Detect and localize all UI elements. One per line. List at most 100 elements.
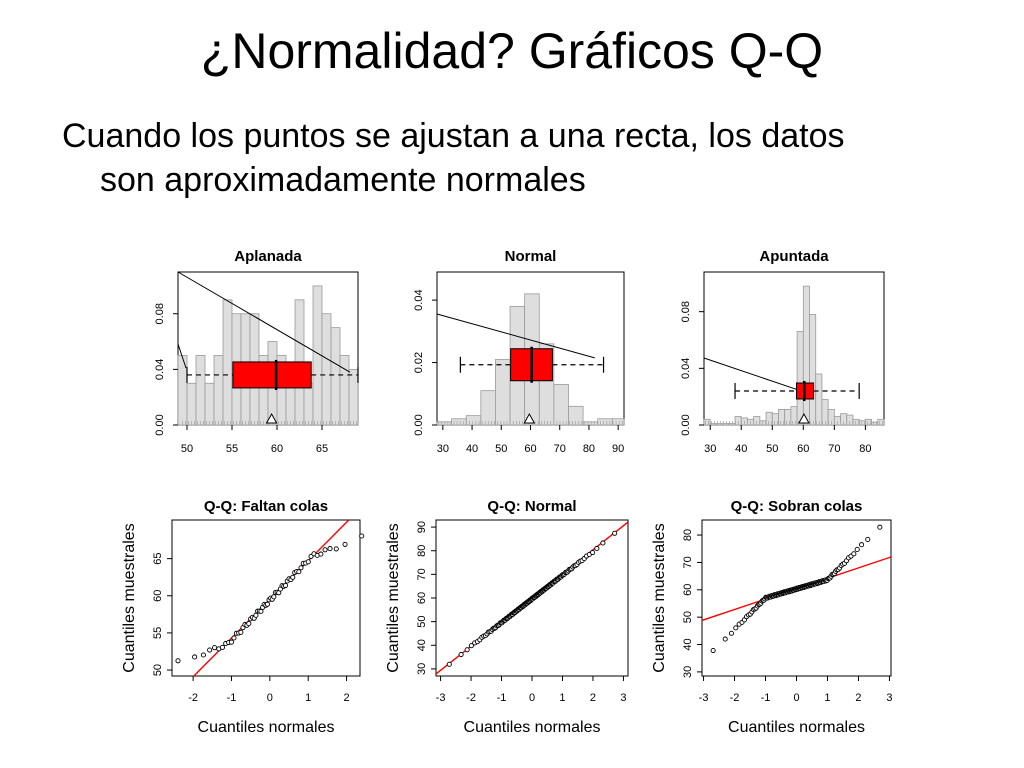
qq-point bbox=[733, 625, 739, 631]
qq-point bbox=[359, 533, 365, 539]
y-tick-label: 0.02 bbox=[413, 352, 425, 373]
qq-point bbox=[458, 651, 464, 658]
y-tick-label: 60 bbox=[152, 590, 164, 602]
mean-marker bbox=[523, 412, 536, 424]
histogram-bar bbox=[213, 355, 224, 426]
x-tick-label: 50 bbox=[495, 443, 507, 455]
x-tick-label: 80 bbox=[583, 443, 595, 455]
histogram-bar bbox=[877, 418, 885, 426]
x-tick-label: 0 bbox=[529, 692, 535, 704]
y-tick-label: 90 bbox=[416, 521, 428, 533]
x-tick-label: 65 bbox=[316, 443, 328, 455]
qq-3-xlabel: Cuantiles normales bbox=[728, 719, 865, 736]
x-tick-label: -2 bbox=[730, 692, 740, 704]
x-tick-label: 40 bbox=[466, 443, 478, 455]
qq-point bbox=[212, 645, 218, 651]
qq-2-ylabel: Cuantiles muestrales bbox=[385, 523, 402, 672]
qq-point bbox=[464, 647, 470, 653]
x-tick-label: -1 bbox=[497, 692, 507, 704]
qq-point bbox=[238, 629, 244, 635]
x-tick-label: 55 bbox=[226, 443, 238, 455]
y-tick-label: 80 bbox=[682, 529, 694, 541]
y-tick-label: 0.08 bbox=[680, 301, 692, 322]
qq-point bbox=[590, 549, 596, 556]
qq-point bbox=[175, 658, 181, 664]
x-tick-label: -2 bbox=[188, 692, 198, 704]
qq-point bbox=[231, 635, 237, 641]
qq-point bbox=[446, 661, 452, 667]
histogram-bar bbox=[553, 384, 569, 426]
qq-point bbox=[594, 545, 600, 552]
x-tick-label: 1 bbox=[305, 692, 311, 704]
x-tick-label: 70 bbox=[828, 443, 840, 455]
x-tick-label: -2 bbox=[466, 692, 476, 704]
x-tick-label: 2 bbox=[344, 692, 350, 704]
trend-line bbox=[177, 271, 351, 373]
y-tick-label: 0.00 bbox=[154, 414, 166, 435]
slide-body-text: Cuando los puntos se ajustan a una recta… bbox=[62, 114, 1002, 202]
trend-line bbox=[436, 313, 595, 359]
mean-marker bbox=[265, 412, 278, 424]
x-tick-label: 2 bbox=[590, 692, 596, 704]
y-tick-label: 80 bbox=[416, 545, 428, 557]
x-tick-label: 50 bbox=[766, 443, 778, 455]
qq-2-xlabel: Cuantiles normales bbox=[464, 719, 601, 736]
histogram-bar bbox=[348, 368, 359, 426]
mean-marker bbox=[798, 412, 810, 424]
x-tick-label: 3 bbox=[886, 692, 892, 704]
y-tick-label: 70 bbox=[416, 568, 428, 580]
y-tick-label: 0.04 bbox=[154, 359, 166, 380]
y-tick-label: 40 bbox=[416, 639, 428, 651]
y-tick-label: 30 bbox=[416, 663, 428, 675]
qq-1-ylabel: Cuantiles muestrales bbox=[121, 523, 138, 672]
x-tick-label: 3 bbox=[620, 692, 626, 704]
qq-point bbox=[305, 559, 311, 565]
x-tick-label: -1 bbox=[761, 692, 771, 704]
x-tick-label: 1 bbox=[559, 692, 565, 704]
histogram-bar bbox=[796, 331, 804, 426]
qq-point bbox=[468, 643, 474, 649]
trend-line bbox=[177, 343, 187, 369]
x-tick-label: 0 bbox=[267, 692, 273, 704]
qq-point bbox=[722, 636, 728, 642]
y-tick-label: 40 bbox=[682, 638, 694, 650]
slide-title: ¿Normalidad? Gráficos Q-Q bbox=[200, 23, 824, 79]
y-tick-label: 55 bbox=[152, 627, 164, 639]
qq-3-title: Q-Q: Sobran colas bbox=[731, 498, 863, 515]
qq-point bbox=[290, 574, 296, 580]
qq-point bbox=[298, 565, 304, 571]
y-tick-label: 0.00 bbox=[413, 414, 425, 435]
hist-title-aplanada: Aplanada bbox=[234, 248, 302, 265]
y-tick-label: 50 bbox=[416, 616, 428, 628]
qq-point bbox=[192, 654, 198, 660]
y-tick-label: 0.04 bbox=[680, 358, 692, 379]
y-tick-label: 60 bbox=[682, 584, 694, 596]
qq-point bbox=[207, 647, 213, 653]
hist-title-normal: Normal bbox=[505, 248, 557, 265]
qq-point bbox=[851, 551, 857, 557]
histogram-bar bbox=[802, 285, 810, 426]
trend-line bbox=[703, 357, 798, 391]
histogram-bar bbox=[815, 373, 823, 426]
histogram-bar bbox=[703, 418, 711, 426]
x-tick-label: 30 bbox=[437, 443, 449, 455]
x-tick-label: 50 bbox=[181, 443, 193, 455]
x-tick-label: 0 bbox=[793, 692, 799, 704]
qq-1-frame bbox=[171, 519, 361, 677]
histogram-bar bbox=[709, 423, 717, 426]
qq-point bbox=[271, 594, 277, 600]
hist-frame-apuntada bbox=[703, 271, 885, 426]
histogram-bar bbox=[285, 382, 296, 426]
qq-point bbox=[318, 551, 324, 557]
histogram-bar bbox=[321, 313, 332, 426]
qq-point bbox=[200, 652, 206, 658]
qq-point bbox=[264, 601, 270, 607]
qq-point bbox=[342, 541, 348, 547]
qq-point bbox=[728, 630, 734, 636]
y-tick-label: 0.00 bbox=[680, 414, 692, 435]
qq-point bbox=[854, 546, 860, 552]
y-tick-label: 0.04 bbox=[413, 289, 425, 310]
x-tick-label: -3 bbox=[436, 692, 446, 704]
x-tick-label: 60 bbox=[524, 443, 536, 455]
